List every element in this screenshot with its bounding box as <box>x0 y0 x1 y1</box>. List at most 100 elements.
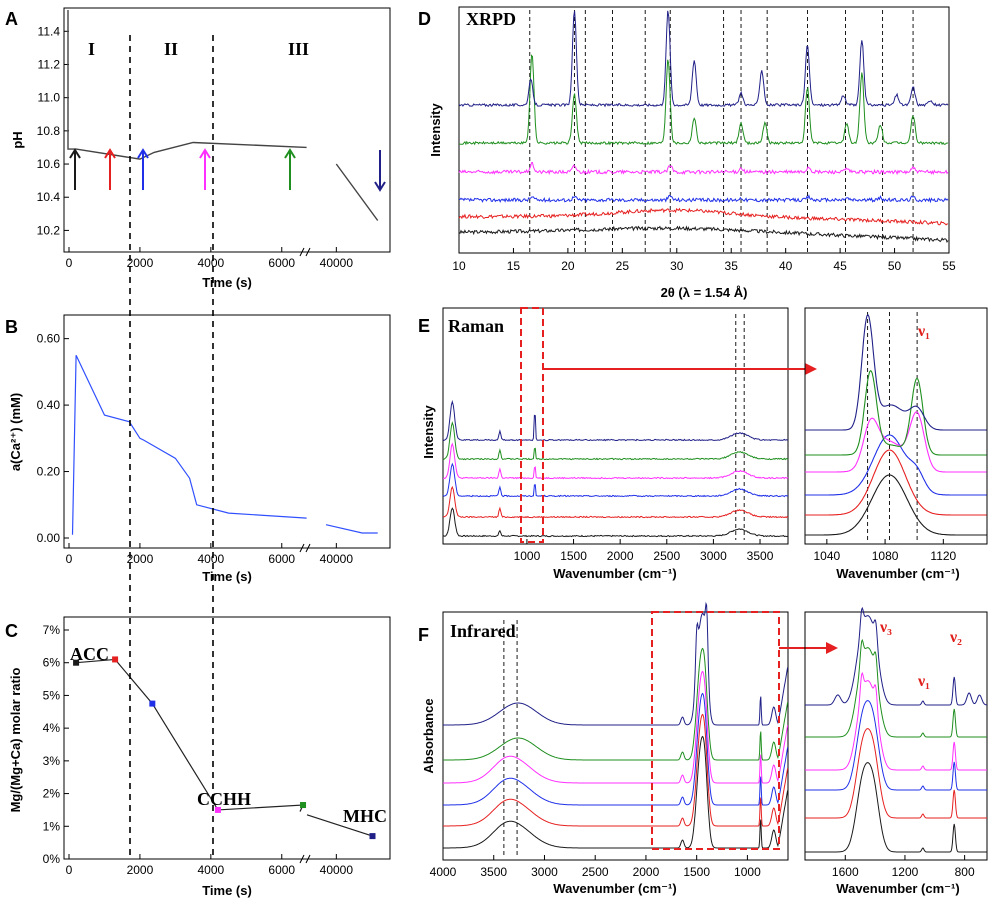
raman-spectrum <box>442 399 789 442</box>
y-tick-label: 10.2 <box>37 223 61 237</box>
x-tick-label: 3000 <box>531 865 558 879</box>
panel-b: B 0.60 0.40 0.20 0.00 0 2000 4000 6000 40000 a(… <box>5 314 391 584</box>
y-tick-label: 10.6 <box>37 157 61 171</box>
xrpd-pattern <box>458 162 949 176</box>
raman-inset-spectrum <box>805 313 987 431</box>
sampling-arrowhead <box>374 181 386 192</box>
x-tick-label: 2500 <box>582 865 609 879</box>
y-tick-label: 11.4 <box>38 24 61 38</box>
x-tick-label: 2000 <box>607 549 634 563</box>
x-tick-label: 35 <box>725 259 739 273</box>
x-tick-label: 30 <box>670 259 684 273</box>
axis-break <box>299 247 311 257</box>
ir-inset-spectrum <box>805 700 987 791</box>
x-tick-label: 6000 <box>268 256 295 270</box>
xrpd-pattern <box>458 207 949 226</box>
panel-b-xlabel: Time (s) <box>202 569 252 584</box>
sampling-arrowhead <box>69 148 81 159</box>
raman-spectrum <box>442 421 789 461</box>
ir-inset-xticks: 1600 1200 800 <box>832 855 975 879</box>
ir-spectrum <box>443 735 789 849</box>
axis-break <box>299 854 311 864</box>
panel-a-ylabel: pH <box>10 131 25 148</box>
panel-f-letter: F <box>418 625 429 645</box>
x-tick-label: 4000 <box>430 865 457 879</box>
ph-curve <box>67 10 379 221</box>
raman-inset-xticks: 1040 1080 1120 <box>813 539 957 563</box>
ir-spectrum <box>443 647 789 761</box>
x-tick-label: 20 <box>561 259 575 273</box>
x-tick-label: 0 <box>66 863 73 877</box>
panel-e-letter: E <box>418 316 430 336</box>
raman-spectra <box>442 314 789 540</box>
calcium-activity-curve <box>71 355 378 535</box>
raman-zoom-arrowhead <box>805 363 817 375</box>
x-tick-label: 3500 <box>747 549 774 563</box>
panel-e-ylabel: Intensity <box>421 405 436 459</box>
x-tick-label: 0 <box>66 552 73 566</box>
raman-spectrum <box>442 507 788 538</box>
region-ii: II <box>164 39 178 59</box>
raman-spectrum <box>442 442 789 480</box>
x-tick-label: 1200 <box>892 865 919 879</box>
panel-b-ylabel: a(Ca²⁺) (mM) <box>8 393 23 471</box>
panel-b-xticks: 0 2000 4000 6000 40000 <box>66 543 354 566</box>
x-tick-label: 1500 <box>683 865 710 879</box>
panel-c-ylabel: Mg/(Mg+Ca) molar ratio <box>8 668 23 813</box>
ir-spectrum <box>443 713 789 827</box>
ir-inset-frame <box>804 611 988 861</box>
y-tick-label: 1% <box>43 819 61 833</box>
panel-f-xticks: 4000 3500 3000 2500 2000 1500 1000 <box>430 855 761 879</box>
x-tick-label: 0 <box>66 256 73 270</box>
panel-d-title: XRPD <box>466 9 516 29</box>
y-tick-label: 0.60 <box>37 332 61 346</box>
xrpd-pattern <box>459 54 949 146</box>
panel-d-ylabel: Intensity <box>428 103 443 157</box>
panel-c-yticks: 7% 6% 5% 4% 3% 2% 1% 0% <box>43 623 69 866</box>
panel-e-title: Raman <box>448 316 504 336</box>
y-tick-label: 11.0 <box>38 91 61 105</box>
panel-c-xlabel: Time (s) <box>202 883 252 898</box>
ir-nu2-label: ν₂ <box>949 629 962 646</box>
x-tick-label: 3500 <box>480 865 507 879</box>
panel-e-xlabel: Wavenumber (cm⁻¹) <box>553 566 676 581</box>
ir-highlight-box <box>651 611 780 850</box>
ir-inset-spectrum <box>805 762 987 853</box>
x-tick-label: 1040 <box>813 549 840 563</box>
raman-inset-spectrum <box>805 434 987 496</box>
y-tick-label: 0% <box>43 852 61 866</box>
panel-d-xlabel: 2θ (λ = 1.54 Å) <box>661 285 748 300</box>
x-tick-label: 2000 <box>127 863 154 877</box>
raman-inset-spectrum <box>805 411 987 473</box>
y-tick-label: 6% <box>43 656 61 670</box>
x-tick-label: 40000 <box>320 552 354 566</box>
panel-a-letter: A <box>5 9 18 29</box>
panel-c-xticks: 0 2000 4000 6000 40000 <box>66 854 353 877</box>
raman-inset-spectrum <box>805 474 987 536</box>
data-point <box>214 806 221 813</box>
x-tick-label: 40000 <box>320 256 354 270</box>
sampling-arrowhead <box>284 148 296 159</box>
x-tick-label: 55 <box>942 259 956 273</box>
panel-e-xticks: 1000 1500 2000 2500 3000 3500 <box>514 539 774 563</box>
ir-inset-spectrum <box>805 606 988 706</box>
panel-d-frame <box>458 6 950 254</box>
sampling-arrowhead <box>199 148 211 159</box>
panel-d-letter: D <box>418 9 431 29</box>
y-tick-label: 0.00 <box>37 531 61 545</box>
x-tick-label: 4000 <box>197 256 224 270</box>
ir-inset-spectra <box>805 606 988 853</box>
y-tick-label: 0.20 <box>37 465 61 479</box>
panel-f-ylabel: Absorbance <box>421 698 436 773</box>
x-tick-label: 1120 <box>930 549 956 563</box>
x-tick-label: 1000 <box>514 549 541 563</box>
label-cchh: CCHH <box>197 789 251 809</box>
x-tick-label: 1600 <box>832 865 859 879</box>
raman-inset-spectrum <box>805 449 987 516</box>
panel-b-yticks: 0.60 0.40 0.20 0.00 <box>37 332 69 545</box>
region-iii: III <box>288 39 309 59</box>
xrpd-pattern <box>458 10 949 108</box>
x-tick-label: 15 <box>507 259 521 273</box>
panel-a-yticks: 11.4 11.2 11.0 10.8 10.6 10.4 10.2 <box>37 24 69 237</box>
